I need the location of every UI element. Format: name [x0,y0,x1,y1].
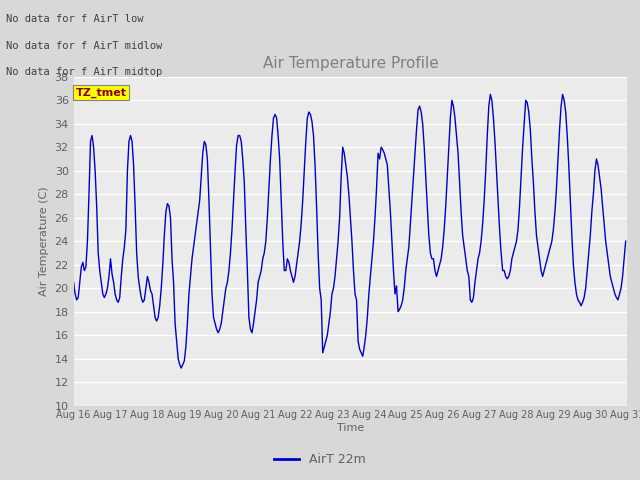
Text: No data for f AirT midlow: No data for f AirT midlow [6,41,163,51]
Text: TZ_tmet: TZ_tmet [76,87,127,97]
X-axis label: Time: Time [337,423,364,433]
Text: No data for f AirT low: No data for f AirT low [6,14,144,24]
Text: No data for f AirT midtop: No data for f AirT midtop [6,67,163,77]
Y-axis label: Air Temperature (C): Air Temperature (C) [39,186,49,296]
Legend: AirT 22m: AirT 22m [269,448,371,471]
Title: Air Temperature Profile: Air Temperature Profile [262,57,438,72]
